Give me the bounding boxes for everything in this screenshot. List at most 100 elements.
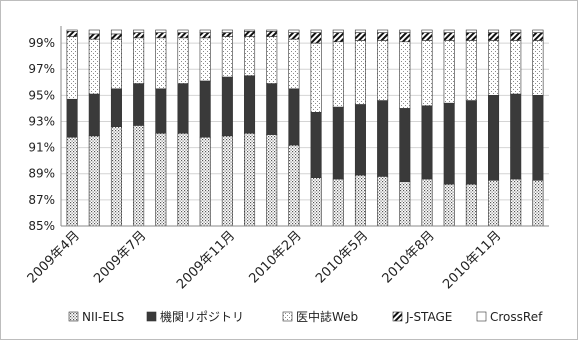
bar-segment xyxy=(399,32,411,43)
bar-stack xyxy=(88,29,100,227)
bar-stack xyxy=(443,29,455,227)
bar-segment xyxy=(377,40,389,101)
bar-stack xyxy=(310,29,322,227)
bar-segment xyxy=(354,29,366,33)
bar-segment xyxy=(510,29,522,33)
bar-stack xyxy=(465,29,477,227)
bar-segment xyxy=(443,183,455,227)
bar-segment xyxy=(532,95,544,181)
bar-segment xyxy=(354,32,366,41)
legend-label: 医中誌Web xyxy=(296,309,358,324)
bar-stack xyxy=(199,29,211,227)
bar-segment xyxy=(377,100,389,177)
y-tick-label: 89% xyxy=(28,167,55,181)
legend-item: 医中誌Web xyxy=(282,309,358,324)
bar-segment xyxy=(288,29,300,33)
bar-segment xyxy=(532,32,544,41)
legend-label: NII-ELS xyxy=(82,310,124,324)
bar-stack xyxy=(221,29,233,227)
bar-segment xyxy=(155,37,167,90)
bar-segment xyxy=(354,40,366,105)
bar-stack xyxy=(532,29,544,227)
bar-stack xyxy=(110,29,122,227)
y-axis-ticks: 85% 87% 89% 91% 93% 95% 97% 99% xyxy=(28,36,55,233)
bar-segment xyxy=(532,29,544,33)
bar-stack xyxy=(133,29,145,227)
bar-stack xyxy=(244,29,256,227)
bar-segment xyxy=(510,178,522,227)
bar-segment xyxy=(133,37,145,84)
bar-segment xyxy=(510,40,522,95)
bar-segment xyxy=(377,29,389,33)
bar-segment xyxy=(465,100,477,185)
bar-segment xyxy=(110,126,122,227)
bar-segment xyxy=(354,104,366,176)
x-tick-label: 2010年11月 xyxy=(440,228,504,292)
bar-segment xyxy=(488,29,500,33)
legend-item: J-STAGE xyxy=(392,310,452,324)
bar-segment xyxy=(244,132,256,227)
x-tick-label: 2009年7月 xyxy=(91,228,149,286)
legend-label: CrossRef xyxy=(490,310,543,324)
legend-swatch xyxy=(68,311,79,322)
bar-stack xyxy=(66,29,78,227)
bar-segment xyxy=(443,40,455,104)
bar-segment xyxy=(155,32,167,39)
bar-segment xyxy=(177,29,189,33)
bar-stack xyxy=(377,29,389,227)
bar-segment xyxy=(399,108,411,182)
x-tick-label: 2010年2月 xyxy=(247,228,305,286)
x-axis-ticks: 2009年4月 2009年7月 2009年11月 2010年2月 2010年5月 2010… xyxy=(25,228,505,292)
bar-segment xyxy=(66,136,78,227)
bar-segment xyxy=(465,40,477,101)
y-tick-label: 91% xyxy=(28,141,55,155)
bar-stack xyxy=(332,29,344,227)
bar-segment xyxy=(332,178,344,227)
bar-segment xyxy=(488,32,500,41)
bar-segment xyxy=(266,83,278,135)
x-tick-label: 2010年5月 xyxy=(313,228,371,286)
bar-stack xyxy=(488,29,500,227)
legend-item: NII-ELS xyxy=(68,310,124,324)
bar-segment xyxy=(133,32,145,39)
legend-swatch xyxy=(392,311,403,322)
bar-segment xyxy=(221,36,233,78)
bar-stack xyxy=(266,29,278,227)
bar-segment xyxy=(199,37,211,82)
bar-segment xyxy=(221,135,233,227)
bar-segment xyxy=(310,29,322,33)
legend-item: 機関リポジトリ xyxy=(146,309,244,324)
bar-segment xyxy=(199,80,211,138)
bar-segment xyxy=(288,144,300,227)
legend-swatch xyxy=(282,311,293,322)
bar-segment xyxy=(88,38,100,95)
bar-segment xyxy=(177,32,189,39)
bar-segment xyxy=(110,88,122,127)
bar-stack xyxy=(510,29,522,227)
bar-segment xyxy=(88,29,100,35)
bar-segment xyxy=(421,29,433,33)
bar-segment xyxy=(88,33,100,40)
y-tick-label: 85% xyxy=(28,219,55,233)
bar-segment xyxy=(66,36,78,100)
bar-segment xyxy=(488,179,500,227)
bar-segment xyxy=(443,32,455,41)
bar-segment xyxy=(266,134,278,227)
bar-segment xyxy=(532,179,544,227)
bar-segment xyxy=(133,83,145,126)
bar-segment xyxy=(177,83,189,134)
bar-segment xyxy=(199,136,211,227)
bar-segment xyxy=(310,32,322,44)
bar-segment xyxy=(66,29,78,32)
bar-segment xyxy=(421,40,433,107)
bar-segment xyxy=(199,29,211,33)
bar-segment xyxy=(288,32,300,40)
bar-segment xyxy=(532,40,544,96)
bar-segment xyxy=(110,38,122,90)
x-tick-label: 2010年8月 xyxy=(380,228,438,286)
bar-segment xyxy=(399,181,411,227)
legend-swatch xyxy=(146,311,157,322)
bar-segment xyxy=(110,29,122,35)
bar-segment xyxy=(443,29,455,33)
